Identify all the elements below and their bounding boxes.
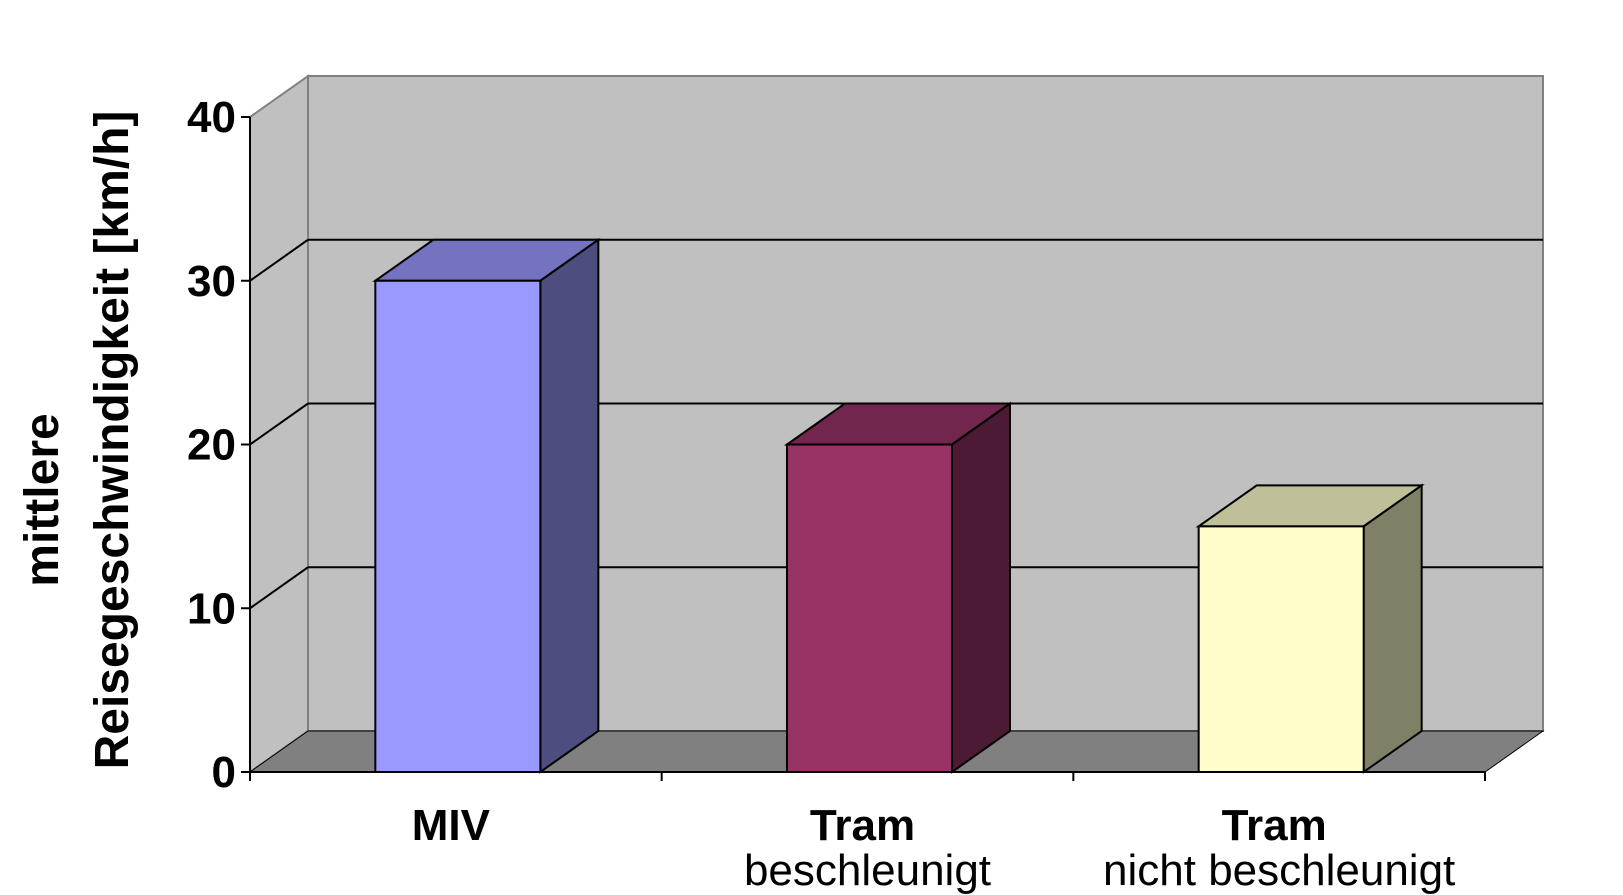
y-tick-label: 10 bbox=[187, 584, 236, 633]
y-tick-label: 20 bbox=[187, 421, 236, 470]
bar-side bbox=[539, 237, 600, 774]
gridline-side bbox=[249, 402, 309, 446]
bar-front bbox=[374, 279, 542, 773]
y-tick-labels: 0 10 20 30 40 bbox=[187, 93, 250, 797]
y-axis-label: mittlere Reisegeschwindigkeit [km/h] bbox=[16, 111, 139, 770]
bar-side bbox=[951, 401, 1011, 774]
x-category-label: Tram bbox=[1222, 801, 1327, 850]
y-tick-label: 40 bbox=[187, 93, 236, 142]
x-category-label: MIV bbox=[412, 801, 491, 850]
y-axis-label-line1: mittlere bbox=[16, 413, 69, 586]
bar-0 bbox=[372, 237, 602, 774]
y-tick-label: 0 bbox=[212, 748, 236, 797]
bars bbox=[372, 237, 1425, 774]
x-category-sublabel: nicht beschleunigt bbox=[1103, 846, 1455, 895]
bar-1 bbox=[783, 401, 1014, 774]
y-axis-label-line2: Reisegeschwindigkeit [km/h] bbox=[86, 111, 139, 770]
bar-front bbox=[1197, 525, 1365, 773]
x-category-sublabel: beschleunigt bbox=[744, 846, 991, 895]
bar-front bbox=[786, 443, 953, 773]
y-tick-label: 30 bbox=[187, 257, 236, 306]
bar-2 bbox=[1195, 483, 1425, 774]
bar-side bbox=[1362, 483, 1423, 774]
gridline-side bbox=[249, 566, 309, 610]
x-category-label: Tram bbox=[810, 801, 915, 850]
gridline-side bbox=[249, 238, 309, 282]
